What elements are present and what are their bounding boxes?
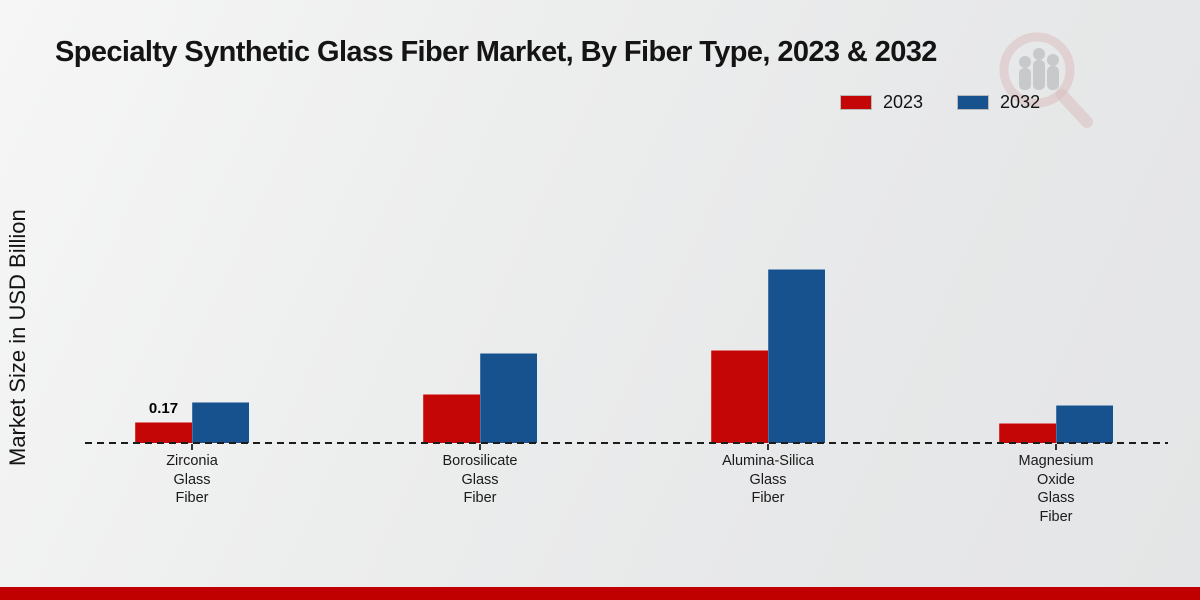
bar-2032-zirconia-glass-fiber [192,402,249,443]
category-label: Zirconia Glass Fiber [166,453,218,506]
axis-tick [191,444,193,450]
watermark-logo [995,28,1120,138]
bar-2032-magnesium-oxide-glass-fiber [1056,405,1113,443]
category-label: Magnesium Oxide Glass Fiber [1018,453,1094,525]
axis-tick [767,444,769,450]
bar-2023-alumina-silica-glass-fiber [711,350,768,443]
chart-title: Specialty Synthetic Glass Fiber Market, … [55,36,937,68]
bar-2032-alumina-silica-glass-fiber [768,269,825,443]
legend-swatch [840,95,872,110]
legend-item-2023: 2023 [840,92,923,113]
data-label: 0.17 [148,400,179,417]
bar-2023-magnesium-oxide-glass-fiber [999,423,1056,443]
bar-2023-borosilicate-glass-fiber [423,394,480,443]
category-label: Alumina-Silica Glass Fiber [722,453,814,506]
y-axis-label: Market Size in USD Billion [5,209,30,467]
legend: 2023 2032 [840,92,1040,113]
legend-swatch [957,95,990,110]
category-label: Borosilicate Glass Fiber [442,453,518,506]
axis-tick [479,444,481,450]
legend-item-2032: 2032 [957,92,1040,113]
legend-label: 2023 [883,92,924,112]
footer-accent-bar [0,587,1200,600]
bar-2023-zirconia-glass-fiber [135,422,192,443]
magnifier-bar-chart-icon [999,32,1093,128]
axis-tick [1055,444,1057,450]
bar-2032-borosilicate-glass-fiber [480,353,537,443]
x-axis-baseline [85,442,1168,444]
legend-label: 2032 [1000,92,1041,112]
